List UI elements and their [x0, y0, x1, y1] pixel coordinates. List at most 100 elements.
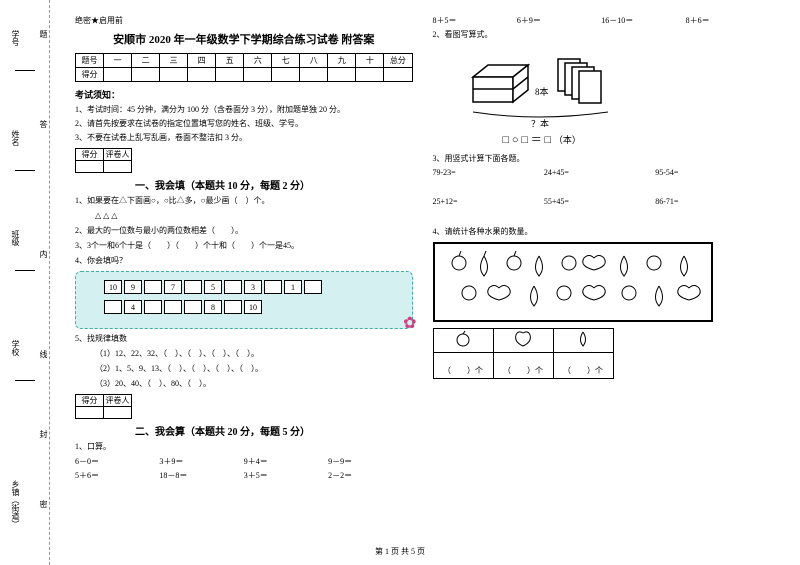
score-cell[interactable] [356, 68, 384, 82]
score-header: 三 [160, 54, 188, 68]
vert-item: 95-54= [655, 168, 766, 177]
right-column: 8＋5＝ 6＋9＝ 16－10＝ 8＋6＝ 2、看图写算式。 [423, 15, 781, 555]
page-columns: 绝密★启用前 安顺市 2020 年一年级数学下学期综合练习试卷 附答案 题号 一… [50, 0, 800, 565]
notice-header: 考试须知： [75, 88, 413, 101]
score-cell[interactable] [328, 68, 356, 82]
calc-item: 9－9＝ [328, 456, 412, 467]
question-fruit: 4、请统计各种水果的数量。 [433, 226, 771, 238]
seq-cell: 4 [124, 300, 142, 314]
score-cell[interactable] [104, 68, 132, 82]
notice-item: 3、不要在试卷上乱写乱画，卷面不整洁扣 3 分。 [75, 132, 413, 143]
binding-line [15, 70, 35, 71]
score-header: 总分 [384, 54, 412, 68]
calc-row: 5＋6＝ 18－8＝ 3＋5＝ 2－2＝ [75, 470, 413, 481]
fruit-icon-cell [553, 329, 613, 353]
score-cell[interactable] [244, 68, 272, 82]
book-count-label: 8本 [535, 86, 549, 97]
question-vertical: 3、用竖式计算下面各题。 [433, 153, 771, 165]
seal-text: 密 [38, 500, 49, 508]
calc-item: 5＋6＝ [75, 470, 159, 481]
mini-header: 得分 [76, 148, 104, 160]
square-icon: □ [544, 134, 551, 146]
seal-text: 答 [38, 120, 49, 128]
question-picture: 2、看图写算式。 [433, 29, 771, 41]
binding-line [15, 270, 35, 271]
calc-item: 9＋4＝ [244, 456, 328, 467]
book-diagram: 8本 ？本 □ ○ □ ＝ □ （本） [463, 47, 771, 147]
calc-item: 8＋5＝ [433, 15, 517, 26]
seq-cell[interactable] [224, 300, 242, 314]
grader-table: 得分评卷人 [75, 148, 132, 173]
seal-text: 内 [38, 250, 49, 258]
sequence-box: 10 9 7 5 3 1 4 8 10 [75, 271, 413, 329]
binding-label-class: 班级 [10, 230, 21, 246]
score-header: 七 [272, 54, 300, 68]
section-1-header: 一、我会填（本题共 10 分，每题 2 分） [135, 177, 413, 192]
seq-cell[interactable] [184, 280, 202, 294]
question-calc: 1、口算。 [75, 441, 413, 453]
sequence-row-2: 4 8 10 [104, 300, 404, 314]
score-header: 二 [132, 54, 160, 68]
binding-line [15, 380, 35, 381]
calc-item: 3＋5＝ [244, 470, 328, 481]
score-cell[interactable] [300, 68, 328, 82]
score-header: 五 [216, 54, 244, 68]
seq-cell[interactable] [104, 300, 122, 314]
binding-label-town: 乡镇（街道） [10, 480, 21, 528]
seq-cell: 5 [204, 280, 222, 294]
mini-header: 评卷人 [104, 148, 132, 160]
seal-text: 封 [38, 430, 49, 438]
mini-cell[interactable] [104, 160, 132, 172]
seq-cell[interactable] [184, 300, 202, 314]
score-header: 九 [328, 54, 356, 68]
calc-item: 18－8＝ [159, 470, 243, 481]
calc-item: 8＋6＝ [686, 15, 770, 26]
score-cell[interactable] [384, 68, 412, 82]
score-table: 题号 一 二 三 四 五 六 七 八 九 十 总分 得分 [75, 53, 413, 82]
score-cell[interactable] [272, 68, 300, 82]
calc-row: 8＋5＝ 6＋9＝ 16－10＝ 8＋6＝ [433, 15, 771, 26]
seq-cell[interactable] [304, 280, 322, 294]
score-cell[interactable] [160, 68, 188, 82]
mini-cell[interactable] [76, 160, 104, 172]
seq-cell: 8 [204, 300, 222, 314]
fruit-count-cell[interactable]: （ ）个 [433, 353, 493, 379]
seq-cell[interactable] [224, 280, 242, 294]
grader-table: 得分评卷人 [75, 394, 132, 419]
mini-cell[interactable] [76, 406, 104, 418]
seq-cell[interactable] [264, 280, 282, 294]
calc-item: 6－0＝ [75, 456, 159, 467]
unit-label: （本） [554, 135, 581, 145]
score-header: 六 [244, 54, 272, 68]
fruit-box [433, 242, 713, 322]
seal-text: 题 [38, 30, 49, 38]
vert-item: 79-23= [433, 168, 544, 177]
fruit-icon-cell [493, 329, 553, 353]
left-column: 绝密★启用前 安顺市 2020 年一年级数学下学期综合练习试卷 附答案 题号 一… [65, 15, 423, 555]
question-4: 4、你会填吗？ [75, 255, 413, 267]
score-cell[interactable] [132, 68, 160, 82]
question-5a: （1）12、22、32、（ ）、（ ）、（ ）、（ ）。 [95, 348, 413, 360]
score-header: 八 [300, 54, 328, 68]
seq-cell[interactable] [144, 280, 162, 294]
seal-text: 线 [38, 350, 49, 358]
score-cell[interactable] [216, 68, 244, 82]
score-label: 得分 [76, 68, 104, 82]
fruit-count-cell[interactable]: （ ）个 [493, 353, 553, 379]
book-question-label: ？本 [531, 118, 549, 127]
score-header: 四 [188, 54, 216, 68]
mini-cell[interactable] [104, 406, 132, 418]
mini-header: 评卷人 [104, 394, 132, 406]
fruit-count-cell[interactable]: （ ）个 [553, 353, 613, 379]
score-cell[interactable] [188, 68, 216, 82]
exam-title: 安顺市 2020 年一年级数学下学期综合练习试卷 附答案 [75, 31, 413, 47]
fruits-illustration [439, 248, 709, 320]
square-icon: □ [503, 134, 510, 146]
seq-cell[interactable] [144, 300, 162, 314]
binding-label-school: 学校 [10, 340, 21, 356]
seq-cell[interactable] [164, 300, 182, 314]
circle-icon: ○ [512, 134, 519, 146]
seq-cell: 9 [124, 280, 142, 294]
question-5b: （2）1、5、9、13、（ ）、（ ）、（ ）、（ ）。 [95, 363, 413, 375]
seq-cell: 1 [284, 280, 302, 294]
